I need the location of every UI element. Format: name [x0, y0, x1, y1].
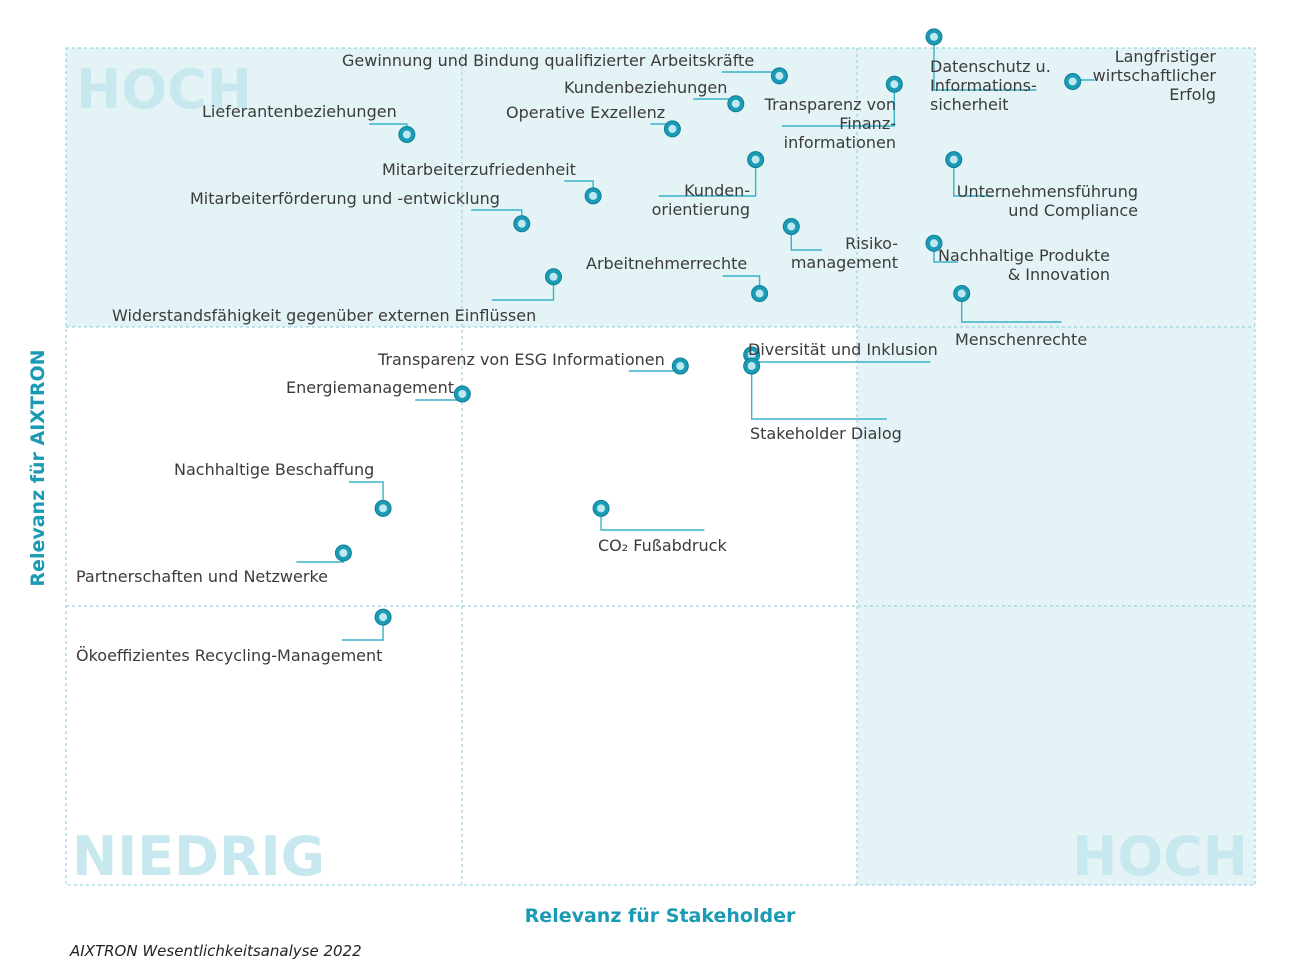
data-point-highlight — [379, 613, 388, 622]
data-point-highlight — [929, 32, 938, 41]
leader-line — [750, 366, 887, 420]
data-point-label: und Compliance — [1008, 201, 1138, 220]
data-point-highlight — [1068, 77, 1077, 86]
data-point-highlight — [458, 389, 467, 398]
data-point-label: Partnerschaften und Netzwerke — [76, 567, 328, 586]
leader-line — [933, 36, 1037, 91]
data-point-highlight — [379, 504, 388, 513]
data-point-label: Informations- — [930, 76, 1037, 95]
data-point-label: Arbeitnehmerrechte — [586, 254, 747, 273]
data-point-label: Menschenrechte — [955, 330, 1087, 349]
data-point-label: Finanz- — [839, 114, 896, 133]
data-point-label: Stakeholder Dialog — [750, 424, 902, 443]
data-point-label: sicherheit — [930, 95, 1009, 114]
data-point-highlight — [775, 71, 784, 80]
leader-line — [961, 293, 1062, 323]
data-point-label: Langfristiger — [1115, 47, 1217, 66]
leader-line — [348, 481, 384, 509]
data-point-label: Unternehmensführung — [957, 182, 1138, 201]
data-point-highlight — [949, 155, 958, 164]
data-point-highlight — [339, 548, 348, 557]
data-points: Gewinnung und Bindung qualifizierter Arb… — [76, 28, 1217, 665]
data-point-highlight — [676, 362, 685, 371]
data-point-label: Risiko- — [845, 234, 898, 253]
data-point-highlight — [731, 99, 740, 108]
data-point-highlight — [517, 219, 526, 228]
data-point-label: Kundenbeziehungen — [564, 78, 727, 97]
data-point-highlight — [549, 272, 558, 281]
data-point-label: Mitarbeiterförderung und -entwicklung — [190, 189, 500, 208]
leader-line — [782, 84, 896, 127]
data-point-label: Transparenz von ESG Informationen — [377, 350, 665, 369]
data-point-label: Nachhaltige Produkte — [938, 246, 1110, 265]
data-point-label: informationen — [784, 133, 896, 152]
plot-frame — [65, 47, 1256, 886]
data-point-highlight — [589, 191, 598, 200]
figure-caption: AIXTRON Wesentlichkeitsanalyse 2022 — [70, 942, 362, 960]
data-point-highlight — [755, 289, 764, 298]
corner-label-top-left: HOCH — [76, 58, 252, 121]
data-point-label: CO₂ Fußabdruck — [598, 536, 727, 555]
data-point-label: & Innovation — [1008, 265, 1110, 284]
high-band-top — [66, 48, 1255, 327]
data-point-label: Energiemanagement — [286, 378, 454, 397]
data-point-label: Erfolg — [1169, 85, 1216, 104]
data-point-label: management — [791, 253, 898, 272]
corner-label-bottom-right: HOCH — [1072, 825, 1248, 888]
data-point-highlight — [747, 350, 756, 359]
data-point-label: Operative Exzellenz — [506, 103, 665, 122]
data-point-highlight — [597, 504, 606, 513]
x-axis-title: Relevanz für Stakeholder — [525, 905, 796, 927]
data-point-label: Transparenz von — [764, 95, 896, 114]
data-point-label: Lieferantenbeziehungen — [202, 102, 397, 121]
data-point-label: orientierung — [652, 200, 750, 219]
data-point-highlight — [751, 155, 760, 164]
data-point-label: Nachhaltige Beschaffung — [174, 460, 374, 479]
corner-label-bottom-left: NIEDRIG — [72, 825, 325, 888]
data-point-label: Kunden- — [684, 181, 750, 200]
data-point-label: Ökoeffizientes Recycling-Management — [76, 646, 382, 665]
data-point-highlight — [929, 239, 938, 248]
leader-line — [600, 508, 705, 531]
data-point-highlight — [747, 362, 756, 371]
data-point-highlight — [957, 289, 966, 298]
data-point-highlight — [787, 222, 796, 231]
y-axis-title: Relevanz für AIXTRON — [27, 349, 49, 586]
data-point-highlight — [890, 80, 899, 89]
data-point-label: Diversität und Inklusion — [748, 340, 938, 359]
leader-line — [658, 159, 757, 197]
data-point-label: Datenschutz u. — [930, 57, 1051, 76]
data-point-label: Widerstandsfähigkeit gegenüber externen … — [112, 306, 536, 325]
materiality-matrix: HOCH NIEDRIG HOCH Gewinnung und Bindung … — [27, 28, 1256, 927]
data-point-highlight — [668, 124, 677, 133]
data-point-label: wirtschaftlicher — [1093, 66, 1217, 85]
data-point-highlight — [402, 130, 411, 139]
leader-line — [953, 159, 994, 197]
data-point-label: Gewinnung und Bindung qualifizierter Arb… — [342, 51, 754, 70]
data-point-label: Mitarbeiterzufriedenheit — [382, 160, 576, 179]
